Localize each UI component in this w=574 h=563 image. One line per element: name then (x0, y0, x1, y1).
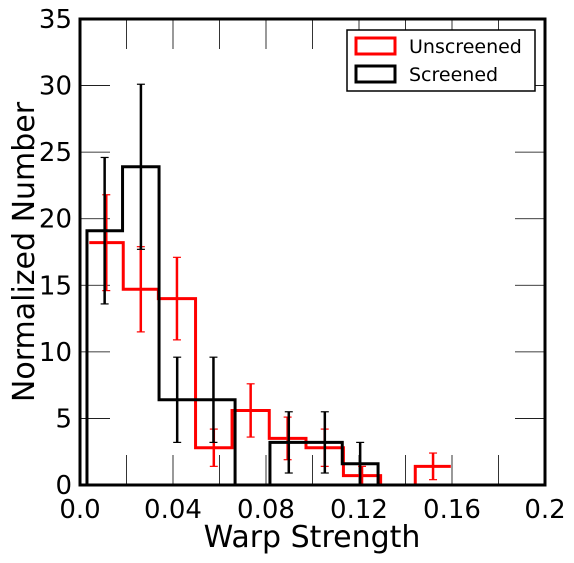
x-tick-label: 0.12 (330, 495, 388, 525)
error-bar-screened (320, 411, 329, 474)
error-bar-unscreened (246, 383, 255, 438)
error-bar-screened (173, 356, 182, 443)
y-axis-title: Normalized Number (7, 101, 42, 402)
x-tick-label: 0.16 (423, 495, 481, 525)
legend-label-unscreened: Unscreened (409, 36, 522, 58)
y-tick-label: 30 (39, 72, 72, 102)
y-tick-label: 0 (55, 471, 72, 501)
error-bar-screened (100, 156, 109, 305)
error-bar-screened (136, 83, 145, 250)
y-tick-label: 25 (39, 138, 72, 168)
plot-background (80, 19, 545, 485)
y-tick-label: 15 (39, 271, 72, 301)
x-axis-title: Warp Strength (204, 520, 421, 555)
error-bar-unscreened (429, 452, 438, 481)
legend-swatch-screened (354, 64, 397, 84)
x-tick-label: 0.08 (237, 495, 295, 525)
y-tick-label: 10 (39, 338, 72, 368)
legend-swatch-unscreened (354, 36, 397, 56)
x-tick-label: 0.0 (59, 495, 100, 525)
y-tick-label: 35 (39, 5, 72, 35)
x-tick-label: 0.04 (144, 495, 202, 525)
error-bar-unscreened (172, 256, 181, 341)
x-tick-label: 0.2 (524, 495, 565, 525)
error-bar-screened (209, 356, 218, 443)
error-bar-screened (284, 411, 293, 474)
legend: Unscreened Screened (346, 29, 536, 92)
y-tick-label: 5 (55, 404, 72, 434)
y-tick-label: 20 (39, 205, 72, 235)
plot-frame (78, 17, 547, 487)
legend-label-screened: Screened (409, 64, 498, 86)
